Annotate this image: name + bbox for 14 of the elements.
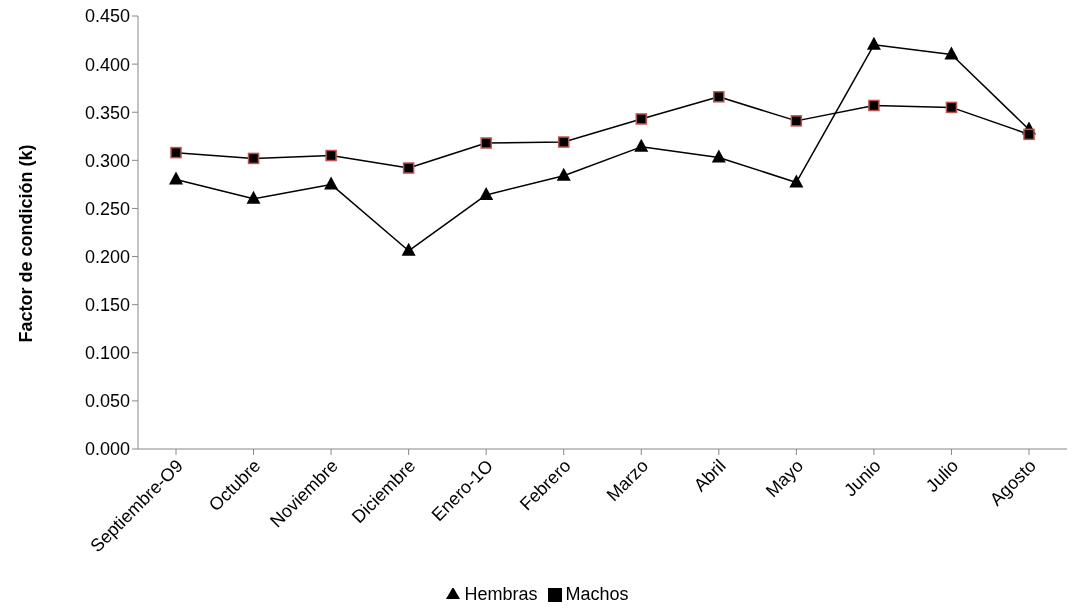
y-tick-label: 0.300 [84,150,130,171]
y-tick-label: 0.200 [84,246,130,267]
y-tick-label: 0.100 [84,343,130,364]
y-tick-label: 0.150 [84,295,130,316]
y-tick-label: 0.400 [84,54,130,75]
legend-label: Machos [565,584,629,604]
y-axis-title: Factor de condición (k) [16,144,37,343]
y-tick-label: 0.450 [84,6,130,27]
y-tick-label: 0.350 [84,102,130,123]
y-tick-label: 0.050 [84,391,130,412]
y-tick-label: 0.250 [84,198,130,219]
y-tick-label: 0.000 [84,439,130,460]
legend-label: Hembras [464,584,538,604]
x-tick-label: Julio [921,455,963,497]
